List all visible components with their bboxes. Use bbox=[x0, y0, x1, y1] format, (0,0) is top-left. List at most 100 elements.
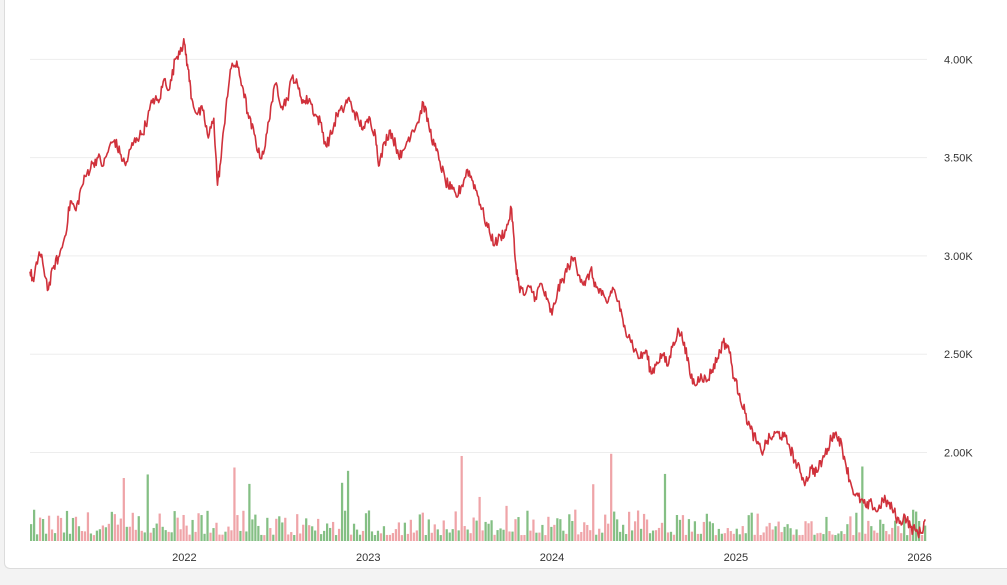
volume-bar bbox=[921, 535, 924, 541]
volume-bar bbox=[891, 527, 894, 541]
volume-bar bbox=[693, 521, 697, 541]
volume-bar bbox=[83, 531, 87, 541]
x-tick-label: 2025 bbox=[724, 552, 748, 564]
x-axis: 2022 2023 2024 2025 2026 bbox=[172, 552, 932, 564]
volume-bar bbox=[167, 531, 170, 541]
volume-bar bbox=[80, 531, 84, 541]
volume-bar bbox=[765, 526, 768, 541]
volume-bar bbox=[131, 512, 134, 541]
volume-bar bbox=[774, 526, 777, 541]
price-line bbox=[29, 37, 926, 539]
volume-bar bbox=[771, 529, 774, 541]
volume-bar bbox=[233, 467, 236, 541]
y-tick-label: 3.00K bbox=[944, 251, 973, 263]
volume-bar bbox=[625, 534, 628, 541]
volume-bar bbox=[708, 521, 711, 541]
volume-bar bbox=[532, 519, 535, 541]
volume-bar bbox=[77, 526, 81, 541]
volume-bar bbox=[804, 521, 807, 541]
volume-bar bbox=[317, 518, 320, 541]
volume-bar bbox=[648, 533, 652, 541]
volume-bar bbox=[789, 528, 792, 541]
volume-bar bbox=[619, 531, 622, 541]
volume-bar bbox=[53, 533, 57, 541]
volume-bar bbox=[666, 532, 670, 541]
volume-bar bbox=[427, 519, 430, 541]
volume-bar bbox=[792, 534, 795, 541]
volume-bar bbox=[418, 514, 421, 541]
volume-bar bbox=[302, 524, 305, 541]
volume-bar bbox=[702, 521, 705, 541]
volume-bar bbox=[840, 531, 843, 541]
volume-bar bbox=[329, 527, 332, 541]
volume-bar bbox=[544, 535, 547, 541]
volume-bar bbox=[278, 516, 281, 541]
volume-bar bbox=[630, 530, 634, 541]
volume-bar bbox=[864, 533, 867, 541]
y-tick-label: 2.00K bbox=[944, 448, 973, 460]
volume-bar bbox=[657, 527, 661, 541]
volume-bar bbox=[903, 515, 906, 541]
volume-bar bbox=[484, 521, 487, 541]
volume-bar bbox=[176, 517, 179, 541]
volume-bar bbox=[897, 526, 900, 541]
volume-bar bbox=[750, 512, 753, 541]
volume-bar bbox=[364, 513, 368, 541]
grid-lines bbox=[30, 58, 927, 454]
volume-bar bbox=[65, 510, 69, 541]
volume-bars bbox=[30, 453, 927, 541]
volume-bar bbox=[194, 531, 197, 541]
volume-bar bbox=[645, 519, 649, 541]
volume-bar bbox=[56, 515, 60, 541]
volume-bar bbox=[227, 526, 230, 541]
volume-bar bbox=[47, 515, 51, 541]
volume-bar bbox=[571, 521, 574, 541]
volume-bar bbox=[382, 526, 386, 541]
volume-bar bbox=[538, 532, 541, 541]
volume-bar bbox=[894, 520, 897, 541]
volume-bar bbox=[182, 514, 185, 541]
volume-bar bbox=[305, 518, 308, 541]
volume-bar bbox=[535, 532, 538, 541]
volume-bar bbox=[212, 528, 215, 541]
volume-bar bbox=[409, 519, 412, 541]
volume-bar bbox=[466, 529, 469, 541]
volume-bar bbox=[158, 513, 161, 541]
volume-bar bbox=[170, 532, 173, 541]
volume-bar bbox=[101, 525, 104, 541]
volume-bar bbox=[104, 527, 107, 541]
volume-bar bbox=[412, 532, 415, 541]
volume-bar bbox=[732, 533, 735, 541]
volume-bar bbox=[251, 519, 254, 541]
volume-bar bbox=[885, 531, 888, 541]
volume-bar bbox=[822, 534, 825, 541]
volume-bar bbox=[478, 496, 481, 541]
volume-bar bbox=[846, 524, 849, 541]
volume-bar bbox=[780, 532, 783, 541]
volume-bar bbox=[502, 529, 505, 541]
volume-bar bbox=[825, 516, 828, 541]
volume-bar bbox=[723, 533, 726, 541]
volume-bar bbox=[403, 522, 406, 541]
volume-bar bbox=[511, 531, 514, 541]
y-tick-label: 3.50K bbox=[944, 153, 973, 165]
volume-bar bbox=[146, 474, 149, 541]
x-tick-label: 2024 bbox=[540, 552, 564, 564]
volume-bar bbox=[323, 530, 326, 541]
volume-bar bbox=[161, 526, 164, 541]
volume-bar bbox=[861, 466, 864, 541]
volume-bar bbox=[460, 455, 463, 541]
volume-bar bbox=[361, 530, 365, 541]
volume-bar bbox=[574, 509, 577, 541]
volume-bar bbox=[735, 528, 738, 541]
volume-bar bbox=[50, 529, 54, 541]
volume-bar bbox=[505, 505, 508, 541]
volume-bar bbox=[128, 526, 131, 541]
volume-bar bbox=[242, 510, 245, 541]
volume-bar bbox=[314, 530, 317, 541]
volume-bar bbox=[595, 534, 598, 541]
volume-bar bbox=[613, 511, 616, 541]
volume-bar bbox=[717, 528, 720, 541]
volume-bar bbox=[281, 522, 284, 541]
